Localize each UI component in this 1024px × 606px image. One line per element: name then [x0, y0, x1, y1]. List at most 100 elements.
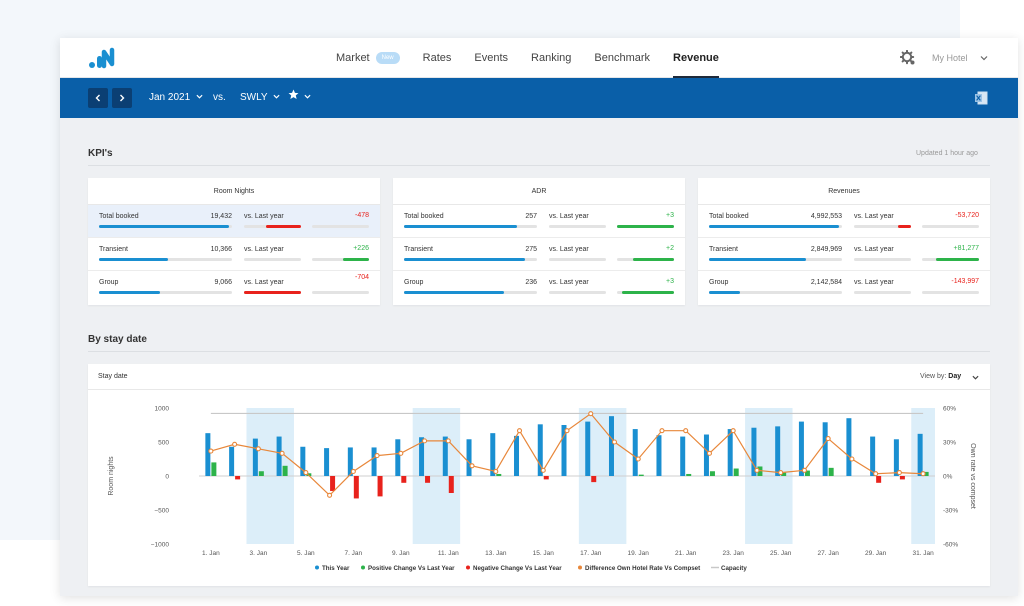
- vs-label: vs.: [213, 92, 226, 103]
- kpi-diff-fill: [621, 291, 674, 294]
- kpi-value-bar: [99, 291, 232, 294]
- kpi-value-fill: [709, 258, 807, 261]
- kpi-card-adr: ADR Total booked 257 vs. Last year +3 Transie…: [393, 178, 685, 305]
- rate-difference-point: [896, 470, 902, 476]
- kpi-row[interactable]: Total booked 4,992,553 vs. Last year -53,72…: [698, 205, 990, 238]
- kpi-card-title: Revenues: [698, 178, 990, 205]
- kpi-diff-bar: [617, 225, 674, 228]
- y-tick-label: −500: [154, 508, 169, 515]
- kpi-vs-label: vs. Last year: [854, 213, 894, 220]
- kpi-value-fill: [404, 225, 518, 228]
- kpi-row[interactable]: Group 9,066 vs. Last year -704: [88, 271, 380, 304]
- x-tick-label: 13. Jan: [485, 550, 507, 557]
- period-select-value: Jan 2021: [149, 92, 191, 103]
- filter-toolbar: [60, 78, 1018, 118]
- this-year-bar: [419, 437, 425, 476]
- this-year-bar: [229, 446, 235, 476]
- kpi-value-fill: [99, 291, 161, 294]
- negative-change-bar: [876, 476, 882, 483]
- kpi-row-label: Transient: [709, 246, 738, 253]
- kpi-vs-label: vs. Last year: [244, 279, 284, 286]
- negative-change-bar: [543, 476, 549, 480]
- nav-item-revenue[interactable]: Revenue: [673, 38, 719, 78]
- period-select[interactable]: Jan 2021: [149, 78, 203, 118]
- kpi-vs-fill: [898, 225, 911, 228]
- positive-change-bar: [709, 471, 715, 476]
- negative-change-bar: [353, 476, 359, 499]
- chevron-right-icon: [120, 94, 125, 102]
- kpi-row[interactable]: Transient 275 vs. Last year +2: [393, 238, 685, 271]
- kpi-diff-bar: [922, 291, 979, 294]
- kpi-row[interactable]: Total booked 257 vs. Last year +3: [393, 205, 685, 238]
- x-tick-label: 29. Jan: [865, 550, 887, 557]
- x-tick-label: 3. Jan: [249, 550, 267, 557]
- positive-change-bar: [804, 470, 810, 476]
- kpi-section-title: KPI's: [88, 148, 113, 159]
- nav-item-ranking[interactable]: Ranking: [531, 38, 571, 78]
- positive-change-bar: [211, 462, 217, 476]
- negative-change-bar: [377, 476, 383, 497]
- this-year-bar: [442, 436, 448, 476]
- legend-label: Difference Own Hotel Rate Vs Compset: [585, 565, 700, 572]
- kpi-vs-label: vs. Last year: [549, 279, 589, 286]
- previous-period-button[interactable]: [88, 88, 108, 108]
- view-by-select[interactable]: View by: Day: [920, 373, 961, 380]
- chart-header: Stay date View by: Day: [88, 364, 990, 390]
- brand-logo[interactable]: [88, 47, 116, 69]
- rate-difference-point: [825, 436, 831, 442]
- nav-item-benchmark[interactable]: Benchmark: [594, 38, 650, 78]
- kpi-diff-bar: [617, 258, 674, 261]
- kpi-vs-bar: [854, 291, 911, 294]
- kpi-diff-bar: [312, 258, 369, 261]
- y-tick-label: 1000: [155, 406, 170, 413]
- legend-label: Negative Change Vs Last Year: [473, 565, 562, 572]
- kpi-row[interactable]: Transient 2,849,969 vs. Last year +81,277: [698, 238, 990, 271]
- rate-difference-point: [255, 446, 261, 452]
- legend-marker: [466, 565, 470, 570]
- view-by-value: Day: [948, 373, 962, 380]
- rate-difference-point: [659, 428, 665, 434]
- hotel-selector-label[interactable]: My Hotel: [932, 53, 968, 63]
- nav-item-label: Events: [474, 52, 509, 64]
- kpi-row-value: 257: [525, 213, 537, 220]
- rate-difference-point: [469, 463, 475, 469]
- kpi-diff-value: +3: [666, 278, 674, 285]
- positive-change-bar: [258, 471, 264, 476]
- x-tick-label: 25. Jan: [770, 550, 792, 557]
- next-period-button[interactable]: [112, 88, 132, 108]
- rate-difference-point: [421, 438, 428, 444]
- kpi-diff-value: -143,997: [951, 278, 979, 285]
- favorite-select[interactable]: [288, 78, 311, 118]
- gear-icon[interactable]: [900, 50, 916, 66]
- chevron-down-icon[interactable]: [980, 54, 988, 62]
- chevron-down-icon[interactable]: [972, 374, 979, 381]
- kpi-row[interactable]: Total booked 19,432 vs. Last year -478: [88, 205, 380, 238]
- rate-difference-point: [445, 438, 451, 444]
- compare-select[interactable]: SWLY: [240, 78, 280, 118]
- kpi-row[interactable]: Transient 10,366 vs. Last year +226: [88, 238, 380, 271]
- kpi-vs-label: vs. Last year: [549, 246, 589, 253]
- rate-difference-point: [303, 470, 309, 476]
- nav-item-market[interactable]: Market New: [336, 38, 400, 78]
- kpi-value-fill: [709, 291, 740, 294]
- kpi-row[interactable]: Group 2,142,584 vs. Last year -143,997: [698, 271, 990, 304]
- stay-section-title: By stay date: [88, 334, 147, 345]
- kpi-row-label: Total booked: [99, 213, 139, 220]
- kpi-row[interactable]: Group 236 vs. Last year +3: [393, 271, 685, 304]
- kpi-diff-value: +226: [353, 245, 369, 252]
- excel-icon[interactable]: [974, 91, 988, 105]
- this-year-bar: [680, 436, 686, 476]
- nav-item-rates[interactable]: Rates: [423, 38, 452, 78]
- negative-change-bar: [591, 476, 597, 483]
- kpi-value-fill: [99, 225, 230, 228]
- this-year-bar: [561, 425, 567, 476]
- kpi-vs-label: vs. Last year: [244, 213, 284, 220]
- kpi-vs-fill: [244, 291, 301, 294]
- kpi-card-room-nights: Room Nights Total booked 19,432 vs. Last ye…: [88, 178, 380, 305]
- kpi-vs-bar: [549, 225, 606, 228]
- new-badge: New: [375, 52, 400, 64]
- nav-item-events[interactable]: Events: [474, 38, 508, 78]
- kpi-diff-value: +3: [666, 212, 674, 219]
- rate-difference-point: [754, 467, 760, 473]
- this-year-bar: [846, 418, 852, 476]
